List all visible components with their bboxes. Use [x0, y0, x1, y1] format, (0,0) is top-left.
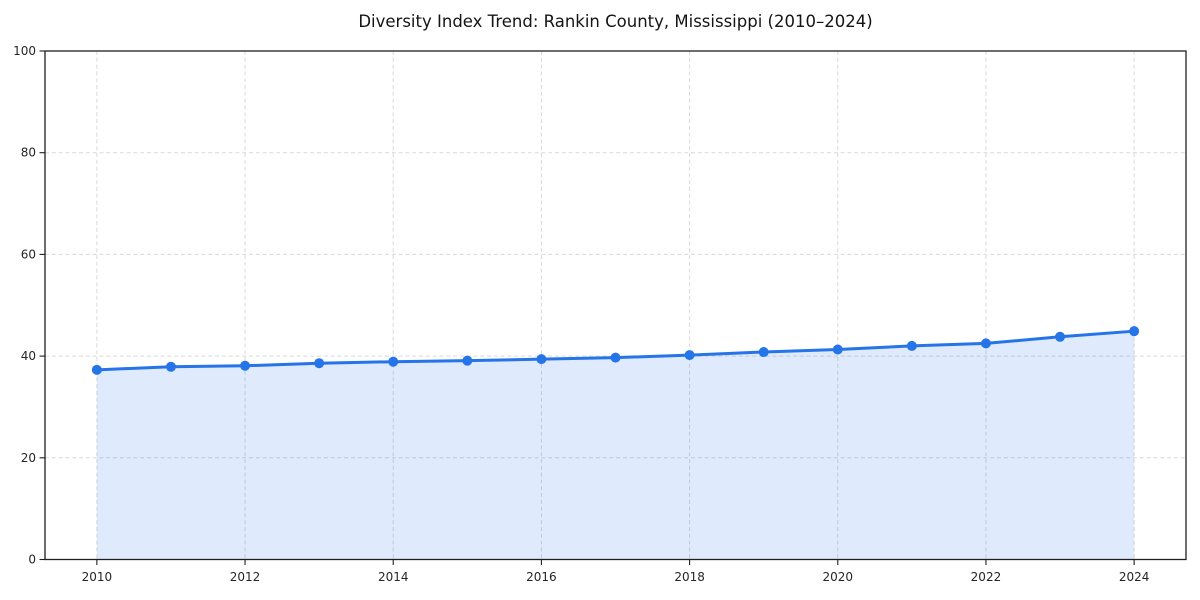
data-point-marker [462, 355, 473, 366]
data-point-marker [832, 344, 843, 355]
x-axis-ticks: 2010 2012 2014 2016 2018 2020 2022 2024 [82, 559, 1150, 584]
data-point-marker [610, 352, 621, 363]
data-point-marker [388, 356, 399, 367]
y-tick-label: 40 [21, 349, 36, 363]
data-point-marker [536, 354, 547, 365]
data-point-marker [165, 361, 176, 372]
plot-spines [44, 50, 1187, 561]
y-tick-label: 100 [13, 44, 36, 58]
x-tick-label: 2018 [674, 570, 705, 584]
data-point-marker [684, 350, 695, 361]
x-tick-label: 2024 [1119, 570, 1150, 584]
area-fill [96, 331, 1135, 560]
y-tick-label: 0 [28, 553, 36, 567]
data-point-marker [314, 358, 325, 369]
data-point-marker [758, 347, 769, 358]
x-gridlines [96, 51, 1135, 560]
data-points [91, 326, 1140, 375]
y-axis-ticks: 0 20 40 60 80 100 [13, 44, 45, 567]
area [96, 331, 1135, 560]
data-point-marker [1129, 326, 1140, 337]
data-point-marker [240, 360, 251, 371]
y-tick-label: 60 [21, 247, 36, 261]
x-tick-label: 2022 [971, 570, 1002, 584]
spines [44, 50, 1187, 561]
data-point-marker [906, 340, 917, 351]
x-tick-label: 2010 [82, 570, 113, 584]
data-point-marker [91, 364, 102, 375]
data-point-marker [980, 338, 991, 349]
x-tick-label: 2012 [230, 570, 261, 584]
y-tick-label: 80 [21, 146, 36, 160]
x-tick-label: 2014 [378, 570, 409, 584]
y-tick-label: 20 [21, 451, 36, 465]
x-tick-label: 2016 [526, 570, 557, 584]
chart-title: Diversity Index Trend: Rankin County, Mi… [358, 12, 873, 31]
data-point-marker [1055, 331, 1066, 342]
x-tick-label: 2020 [822, 570, 853, 584]
